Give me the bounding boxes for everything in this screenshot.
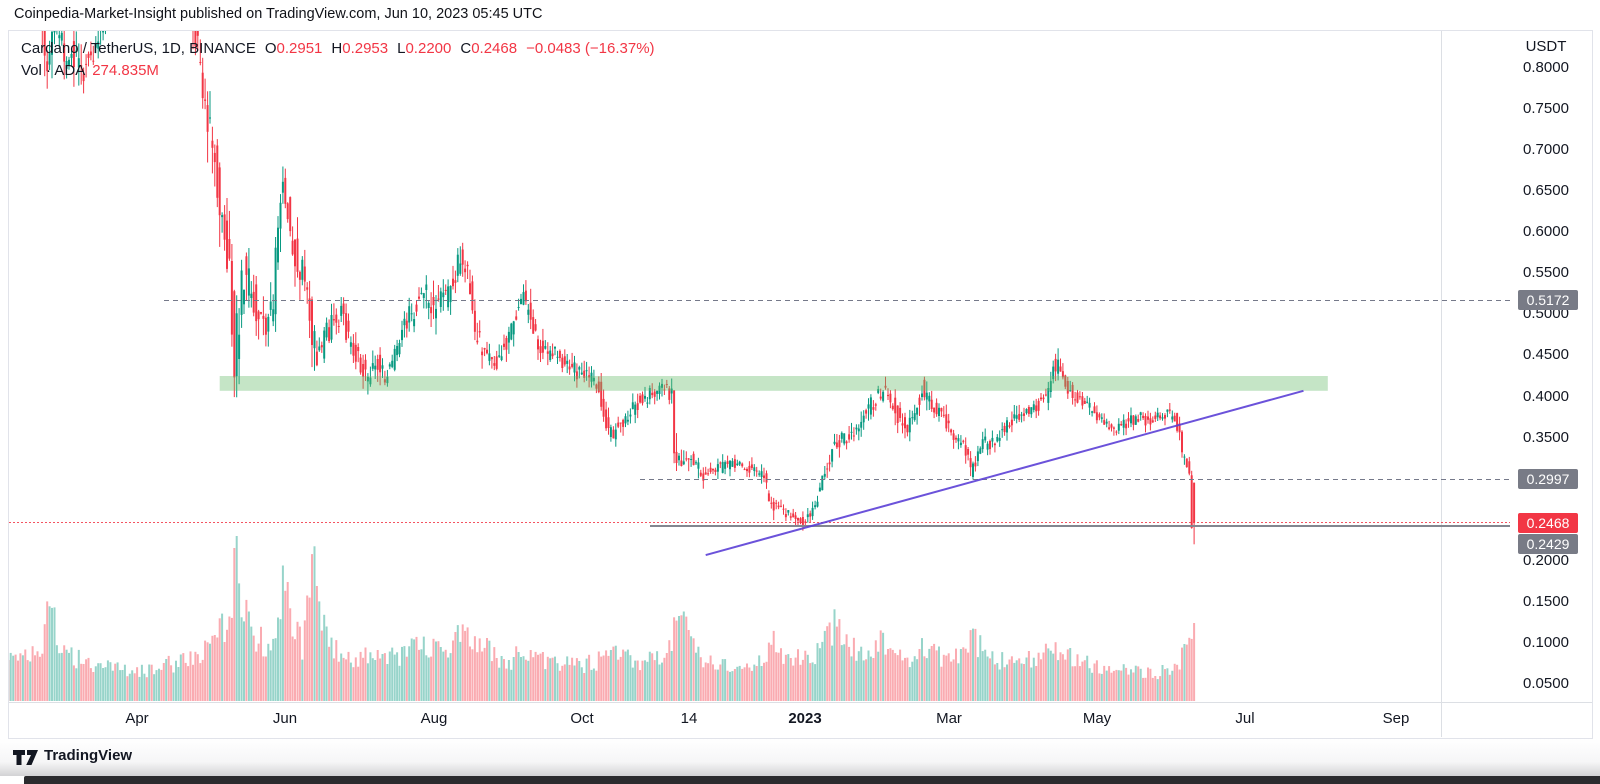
ohlc-key-H: H [331,40,343,57]
time-label-Oct: Oct [570,710,594,727]
time-label-Jul: Jul [1235,710,1255,727]
price-tick-0.1500: 0.1500 [1523,593,1569,610]
level-line-0.2468 [9,522,1510,523]
bottom-shadow [0,762,1600,776]
price-axis-separator [1441,31,1442,737]
price-tick-0.3500: 0.3500 [1523,429,1569,446]
price-badge-0.2429: 0.2429 [1518,534,1578,554]
published-header: Coinpedia-Market-Insight published on Tr… [14,6,543,22]
price-badge-0.2997: 0.2997 [1518,469,1578,489]
footer-bar: TradingView [0,739,1600,776]
candle-bodies [43,31,1196,528]
volume-value: 274.835M [92,62,159,79]
time-label-Sep: Sep [1382,710,1410,727]
symbol-title: Cardano / TetherUS, 1D, BINANCE [21,40,256,57]
ohlc-value-H: 0.2953 [342,40,389,57]
ohlc-values: O0.2951 H0.2953 L0.2200 C0.2468 [256,40,517,57]
price-tick-0.6500: 0.6500 [1523,182,1569,199]
tradingview-logo-icon[interactable] [13,749,39,766]
time-label-Apr: Apr [125,710,149,727]
volume-bars [9,536,1196,701]
price-tick-0.4000: 0.4000 [1523,388,1569,405]
ohlc-value-C: 0.2468 [471,40,518,57]
price-tick-0.7500: 0.7500 [1523,100,1569,117]
price-tick-0.7000: 0.7000 [1523,141,1569,158]
support-zone [219,376,1328,391]
volume-label: Vol · ADA [21,62,86,79]
level-line-0.2997 [640,479,1510,480]
price-tick-0.5500: 0.5500 [1523,264,1569,281]
price-axis[interactable]: USDT 0.8000 0.7500 0.7000 0.6500 0.6000 0.550… [1442,31,1592,702]
tradingview-brand-link[interactable]: TradingView [44,747,133,764]
ohlc-value-O: 0.2951 [276,40,323,57]
symbol-legend: Cardano / TetherUS, 1D, BINANCE O0.2951 H… [21,40,655,57]
price-badge-0.2468: 0.2468 [1518,513,1578,533]
price-axis-title: USDT [1525,38,1567,55]
time-label-14: 14 [680,710,698,727]
volume-legend: Vol · ADA 274.835M [21,62,159,79]
chart-plot-area[interactable] [9,31,1441,702]
level-line-0.5172 [163,300,1510,301]
time-label-2023: 2023 [788,710,822,727]
change-value: −0.0483 (−16.37%) [526,40,655,57]
price-tick-0.0500: 0.0500 [1523,675,1569,692]
chart-panel: Cardano / TetherUS, 1D, BINANCE O0.2951 H… [8,30,1593,739]
price-badge-0.5172: 0.5172 [1518,290,1578,310]
price-tick-0.8000: 0.8000 [1523,59,1569,76]
ohlc-key-L: L [397,40,406,57]
price-tick-0.4500: 0.4500 [1523,346,1569,363]
price-tick-0.2000: 0.2000 [1523,552,1569,569]
time-axis[interactable]: Apr Jun Aug Oct 14 2023 Mar May Jul Sep [9,703,1441,737]
time-axis-separator [9,702,1592,703]
time-label-May: May [1082,710,1112,727]
candle-wicks [41,31,1195,545]
time-label-Jun: Jun [272,710,298,727]
level-line-0.2429 [649,525,1510,527]
ohlc-value-L: 0.2200 [405,40,452,57]
time-label-Mar: Mar [936,710,962,727]
price-tick-0.1000: 0.1000 [1523,634,1569,651]
bottom-dark-strip [24,776,1600,784]
ohlc-key-C: C [460,40,472,57]
time-label-Aug: Aug [420,710,448,727]
price-tick-0.6000: 0.6000 [1523,223,1569,240]
ohlc-key-O: O [264,40,277,57]
candlestick-chart [9,31,1328,701]
